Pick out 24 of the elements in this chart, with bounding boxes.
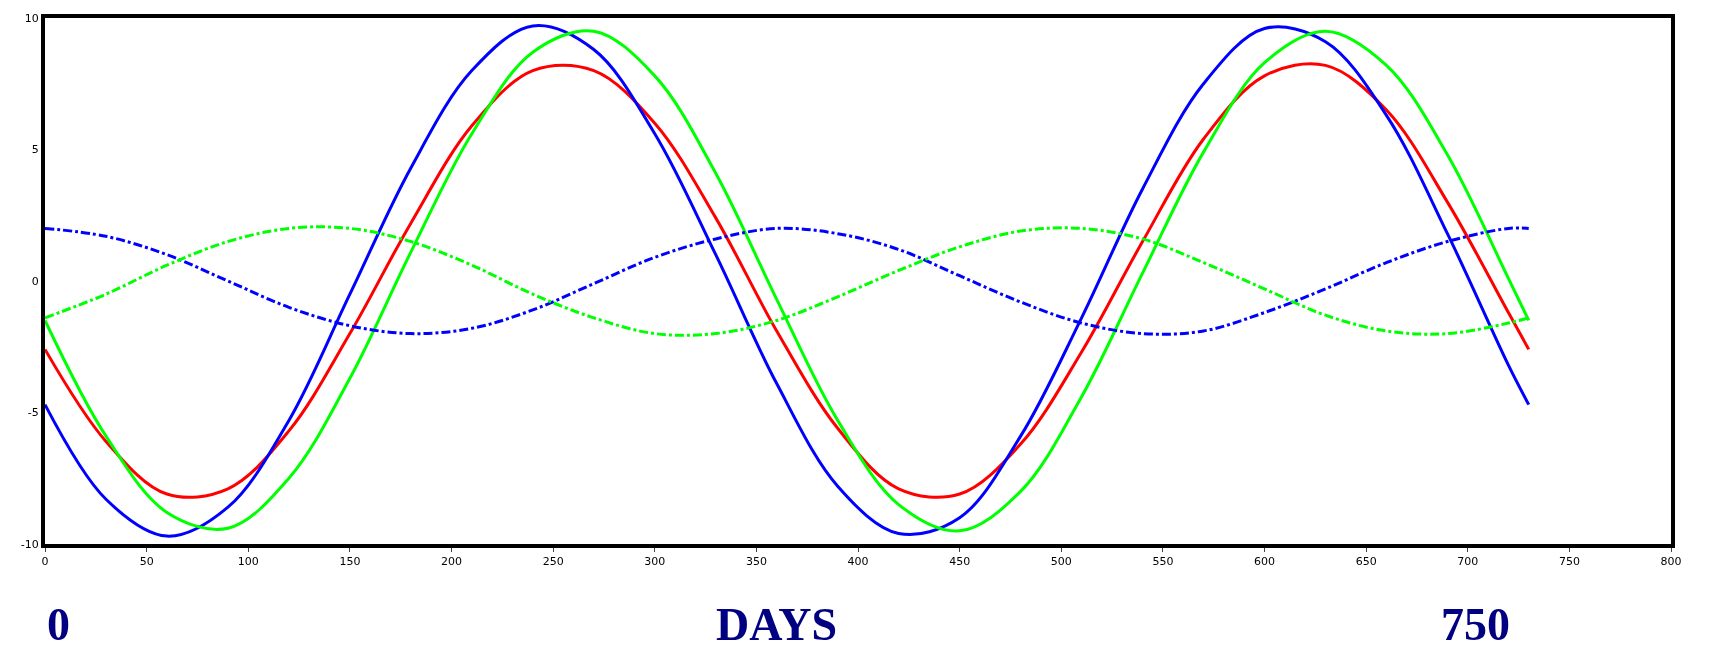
x-tick-label: 50 [139,555,154,569]
x-tick-label: 750 [1558,555,1580,569]
text: 750 [1441,599,1510,650]
x-tick-label: 650 [1355,555,1377,569]
x-tick-label: 250 [542,555,564,569]
x-tick-label: 100 [237,555,259,569]
y-tick-label: -5 [27,406,39,420]
x-tick-label: 0 [41,555,49,569]
x-tick-label: 550 [1152,555,1174,569]
text: DAYS [716,599,838,650]
y-tick-label: 10 [24,11,39,25]
x-tick-label: 300 [644,555,666,569]
y-tick-label: -10 [20,537,39,551]
x-tick-label: 450 [949,555,971,569]
x-tick-label: 350 [745,555,767,569]
x-tick-label: 200 [441,555,462,569]
x-tick-label: 700 [1457,555,1479,569]
x-tick-label: 600 [1254,555,1275,569]
x-tick-label: 800 [1660,555,1682,569]
y-tick-label: 5 [31,143,39,157]
x-tick-label: 150 [339,555,361,569]
x-tick-label: 400 [847,555,869,569]
y-tick-label: 0 [31,274,39,288]
x-tick-label: 500 [1050,555,1072,569]
